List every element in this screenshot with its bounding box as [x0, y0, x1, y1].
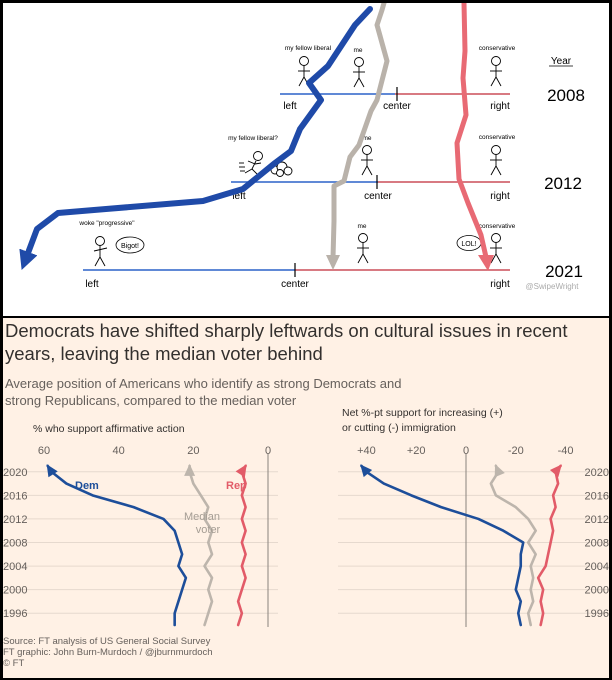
series-line-dem [46, 464, 188, 627]
year-tick-label: 2000 [585, 585, 609, 597]
me-stick-figure [357, 233, 369, 264]
label-woke-progressive: woke "progressive" [78, 220, 135, 227]
right-chart-title-line2: or cutting (-) immigration [342, 422, 456, 434]
x-tick-label: +40 [357, 445, 376, 457]
series-arrowhead-rep [235, 464, 247, 478]
right-chart-title-line1: Net %-pt support for increasing (+) [342, 407, 503, 419]
label-liberal: my fellow liberal? [228, 135, 278, 142]
lol-text: LOL! [461, 241, 476, 248]
year-tick-label: 1996 [3, 608, 27, 620]
series-arrowhead-dem [360, 464, 373, 478]
axis-label-right: right [490, 191, 510, 202]
conservative-stick-figure [490, 145, 502, 176]
conservative-path [454, 3, 489, 260]
year-tick-label: 1996 [585, 608, 609, 620]
axis-label-center: center [383, 101, 411, 112]
year-tick-label: 2016 [3, 490, 27, 502]
label-conservative: conservative [479, 223, 516, 230]
label-conservative: conservative [479, 45, 516, 52]
row-2008: left center right my fellow liberal me c… [280, 45, 585, 112]
year-tick-label: 2020 [585, 467, 609, 479]
series-arrowhead-rep [549, 464, 562, 478]
conservative-stick-figure [490, 233, 502, 264]
me-stick-figure [353, 57, 365, 88]
ft-chart-panel: Democrats have shifted sharply leftwards… [3, 318, 609, 678]
year-tick-label: 2000 [3, 585, 27, 597]
year-tick-label: 2012 [585, 514, 609, 526]
running-liberal-figure [239, 151, 263, 176]
year-tick-label: 2004 [585, 561, 609, 573]
axis-label-left: left [85, 279, 99, 290]
label-conservative: conservative [479, 134, 516, 141]
x-tick-label: 0 [463, 445, 469, 457]
year-tick-label: 2004 [3, 561, 27, 573]
chart-title: Democrats have shifted sharply leftwards… [5, 320, 568, 364]
copyright-line: © FT [3, 658, 25, 669]
series-arrowhead-median-voter [494, 464, 505, 478]
year-label-2021: 2021 [545, 262, 583, 281]
axis-label-left: left [283, 101, 297, 112]
axis-label-center: center [281, 279, 309, 290]
x-tick-label: 60 [38, 445, 50, 457]
axis-label-right: right [490, 279, 510, 290]
me-path [330, 3, 390, 261]
series-line-rep [536, 464, 562, 627]
year-tick-label: 2020 [3, 467, 27, 479]
row-2012: left center right my fellow liberal? me … [228, 134, 582, 202]
x-tick-label: 20 [187, 445, 199, 457]
series-arrowhead-median-voter [184, 463, 196, 476]
conservative-stick-figure [490, 56, 502, 87]
x-tick-label: 40 [113, 445, 125, 457]
left-chart-title: % who support affirmative action [33, 423, 185, 435]
label-me: me [357, 223, 366, 230]
year-tick-label: 2008 [585, 538, 609, 550]
label-me: me [353, 47, 362, 54]
me-stick-figure [361, 145, 373, 176]
x-tick-label: -20 [508, 445, 524, 457]
series-arrowhead-dem [46, 464, 58, 478]
watermark: @SwipeWright [526, 282, 580, 291]
label-me: me [362, 135, 371, 142]
chart-subtitle: Average position of Americans who identi… [5, 376, 402, 408]
row-2021: left center right woke "progressive" me … [78, 220, 583, 291]
meme-drawing: Year left center right my fellow liberal… [19, 3, 585, 291]
x-tick-label: +20 [407, 445, 426, 457]
median-voter-annotation-line1: Median [184, 511, 220, 523]
me-arrowhead [326, 255, 340, 270]
meme-panel: Year left center right my fellow liberal… [3, 3, 609, 316]
year-label-2008: 2008 [547, 86, 585, 105]
source-line: Source: FT analysis of US General Social… [3, 636, 211, 647]
series-line-rep [236, 464, 247, 627]
label-liberal: my fellow liberal [285, 45, 332, 52]
series-line-median-voter [188, 464, 214, 627]
bigot-text: Bigot! [121, 243, 139, 250]
bigot-speech-bubble: Bigot! [115, 236, 145, 254]
lol-speech-bubble: LOL! [456, 235, 482, 251]
year-label-2012: 2012 [544, 174, 582, 193]
x-tick-label: -40 [558, 445, 574, 457]
axis-label-left: left [232, 191, 246, 202]
year-header: Year [551, 56, 572, 67]
x-tick-label: 0 [265, 445, 271, 457]
charts-canvas: % who support affirmative action 2020201… [3, 407, 609, 627]
affirmative-action-chart: 2020 2016 2012 2008 2004 2000 1996 60 40 20 0 [3, 445, 278, 627]
immigration-chart: 2020 2016 2012 2008 2004 2000 1996 +40 +20 0 -20 -4… [338, 445, 609, 627]
conservative-arrowhead [478, 255, 494, 271]
axis-label-right: right [490, 101, 510, 112]
graphic-credit-line: FT graphic: John Burn-Murdoch / @jburnmu… [3, 647, 213, 658]
woke-stick-figure [93, 236, 108, 267]
series-line-dem [360, 464, 525, 627]
year-tick-label: 2012 [3, 514, 27, 526]
series-line-median-voter [489, 464, 537, 627]
liberal-path [19, 6, 373, 270]
year-tick-label: 2016 [585, 490, 609, 502]
dem-annotation: Dem [75, 480, 99, 492]
median-voter-annotation-line2: voter [196, 524, 221, 536]
rep-annotation: Rep [226, 480, 247, 492]
axis-label-center: center [364, 191, 392, 202]
year-tick-label: 2008 [3, 538, 27, 550]
